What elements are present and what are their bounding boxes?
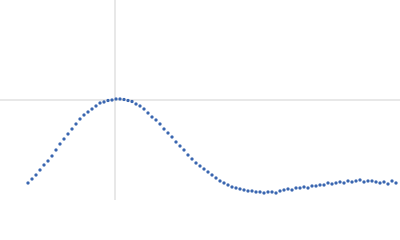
data-point xyxy=(30,177,34,181)
data-point xyxy=(326,181,330,185)
data-point xyxy=(278,189,282,193)
data-point xyxy=(26,181,30,185)
data-point xyxy=(142,107,146,111)
data-point xyxy=(34,173,38,177)
data-point xyxy=(242,188,246,192)
data-point xyxy=(258,190,262,194)
data-point xyxy=(186,153,190,157)
data-point xyxy=(122,97,126,102)
data-point xyxy=(90,107,94,111)
data-point xyxy=(394,181,398,185)
data-point xyxy=(346,179,350,183)
data-point xyxy=(62,137,66,141)
chart xyxy=(0,0,400,200)
data-point xyxy=(126,98,130,103)
data-point xyxy=(106,98,110,103)
data-point xyxy=(302,185,306,189)
data-point xyxy=(218,179,222,183)
data-point xyxy=(270,190,274,194)
data-point xyxy=(262,191,266,195)
data-point xyxy=(230,185,234,189)
data-point xyxy=(350,180,354,184)
data-point xyxy=(130,99,134,104)
data-point xyxy=(306,186,310,190)
data-point xyxy=(94,104,98,108)
data-point xyxy=(162,127,166,131)
data-point xyxy=(222,181,226,185)
data-point xyxy=(78,117,82,121)
data-point xyxy=(42,163,46,167)
data-point xyxy=(114,97,118,101)
data-point xyxy=(86,110,90,114)
data-point xyxy=(370,179,374,183)
data-point xyxy=(314,184,318,188)
data-point xyxy=(254,190,258,194)
data-point xyxy=(202,167,206,171)
data-point xyxy=(206,170,210,174)
data-point xyxy=(354,179,358,183)
data-point xyxy=(362,180,366,184)
data-point xyxy=(266,190,270,194)
data-point xyxy=(38,168,42,172)
data-point xyxy=(182,148,186,152)
data-point xyxy=(118,97,122,101)
data-point xyxy=(382,180,386,184)
data-point xyxy=(198,164,202,168)
data-point xyxy=(322,183,326,187)
data-point xyxy=(98,101,102,105)
data-point xyxy=(138,104,142,108)
data-point xyxy=(174,140,178,144)
data-point xyxy=(246,189,250,193)
data-point xyxy=(134,102,138,106)
data-point xyxy=(310,184,314,188)
data-point xyxy=(50,154,54,158)
data-point xyxy=(234,186,238,190)
data-point xyxy=(330,182,334,186)
data-point xyxy=(58,142,62,146)
data-point xyxy=(294,186,298,190)
data-point xyxy=(166,131,170,135)
data-point xyxy=(210,173,214,177)
data-point xyxy=(102,100,106,104)
data-point xyxy=(66,132,70,136)
data-point xyxy=(366,179,370,183)
data-point xyxy=(74,122,78,126)
data-point xyxy=(390,179,394,183)
data-point xyxy=(154,118,158,122)
data-point xyxy=(298,186,302,190)
data-point xyxy=(238,187,242,191)
data-point xyxy=(386,182,390,186)
data-point xyxy=(274,191,278,195)
data-point xyxy=(178,144,182,148)
data-point xyxy=(146,111,150,115)
data-point xyxy=(358,178,362,182)
data-point xyxy=(150,115,154,119)
data-point xyxy=(334,181,338,185)
data-point xyxy=(214,176,218,180)
data-point xyxy=(46,159,50,163)
data-point xyxy=(374,180,378,184)
data-point xyxy=(318,183,322,187)
data-point xyxy=(338,180,342,184)
data-point xyxy=(110,98,114,102)
data-point xyxy=(342,181,346,185)
data-point xyxy=(378,181,382,185)
data-point xyxy=(194,161,198,165)
data-point xyxy=(250,189,254,193)
data-point xyxy=(54,148,58,152)
data-point xyxy=(226,183,230,187)
data-point xyxy=(82,113,86,117)
data-point xyxy=(190,157,194,161)
data-point xyxy=(70,127,74,131)
data-point xyxy=(282,188,286,192)
data-point xyxy=(286,187,290,191)
data-point xyxy=(290,188,294,192)
data-point xyxy=(170,135,174,139)
data-point xyxy=(158,122,162,126)
